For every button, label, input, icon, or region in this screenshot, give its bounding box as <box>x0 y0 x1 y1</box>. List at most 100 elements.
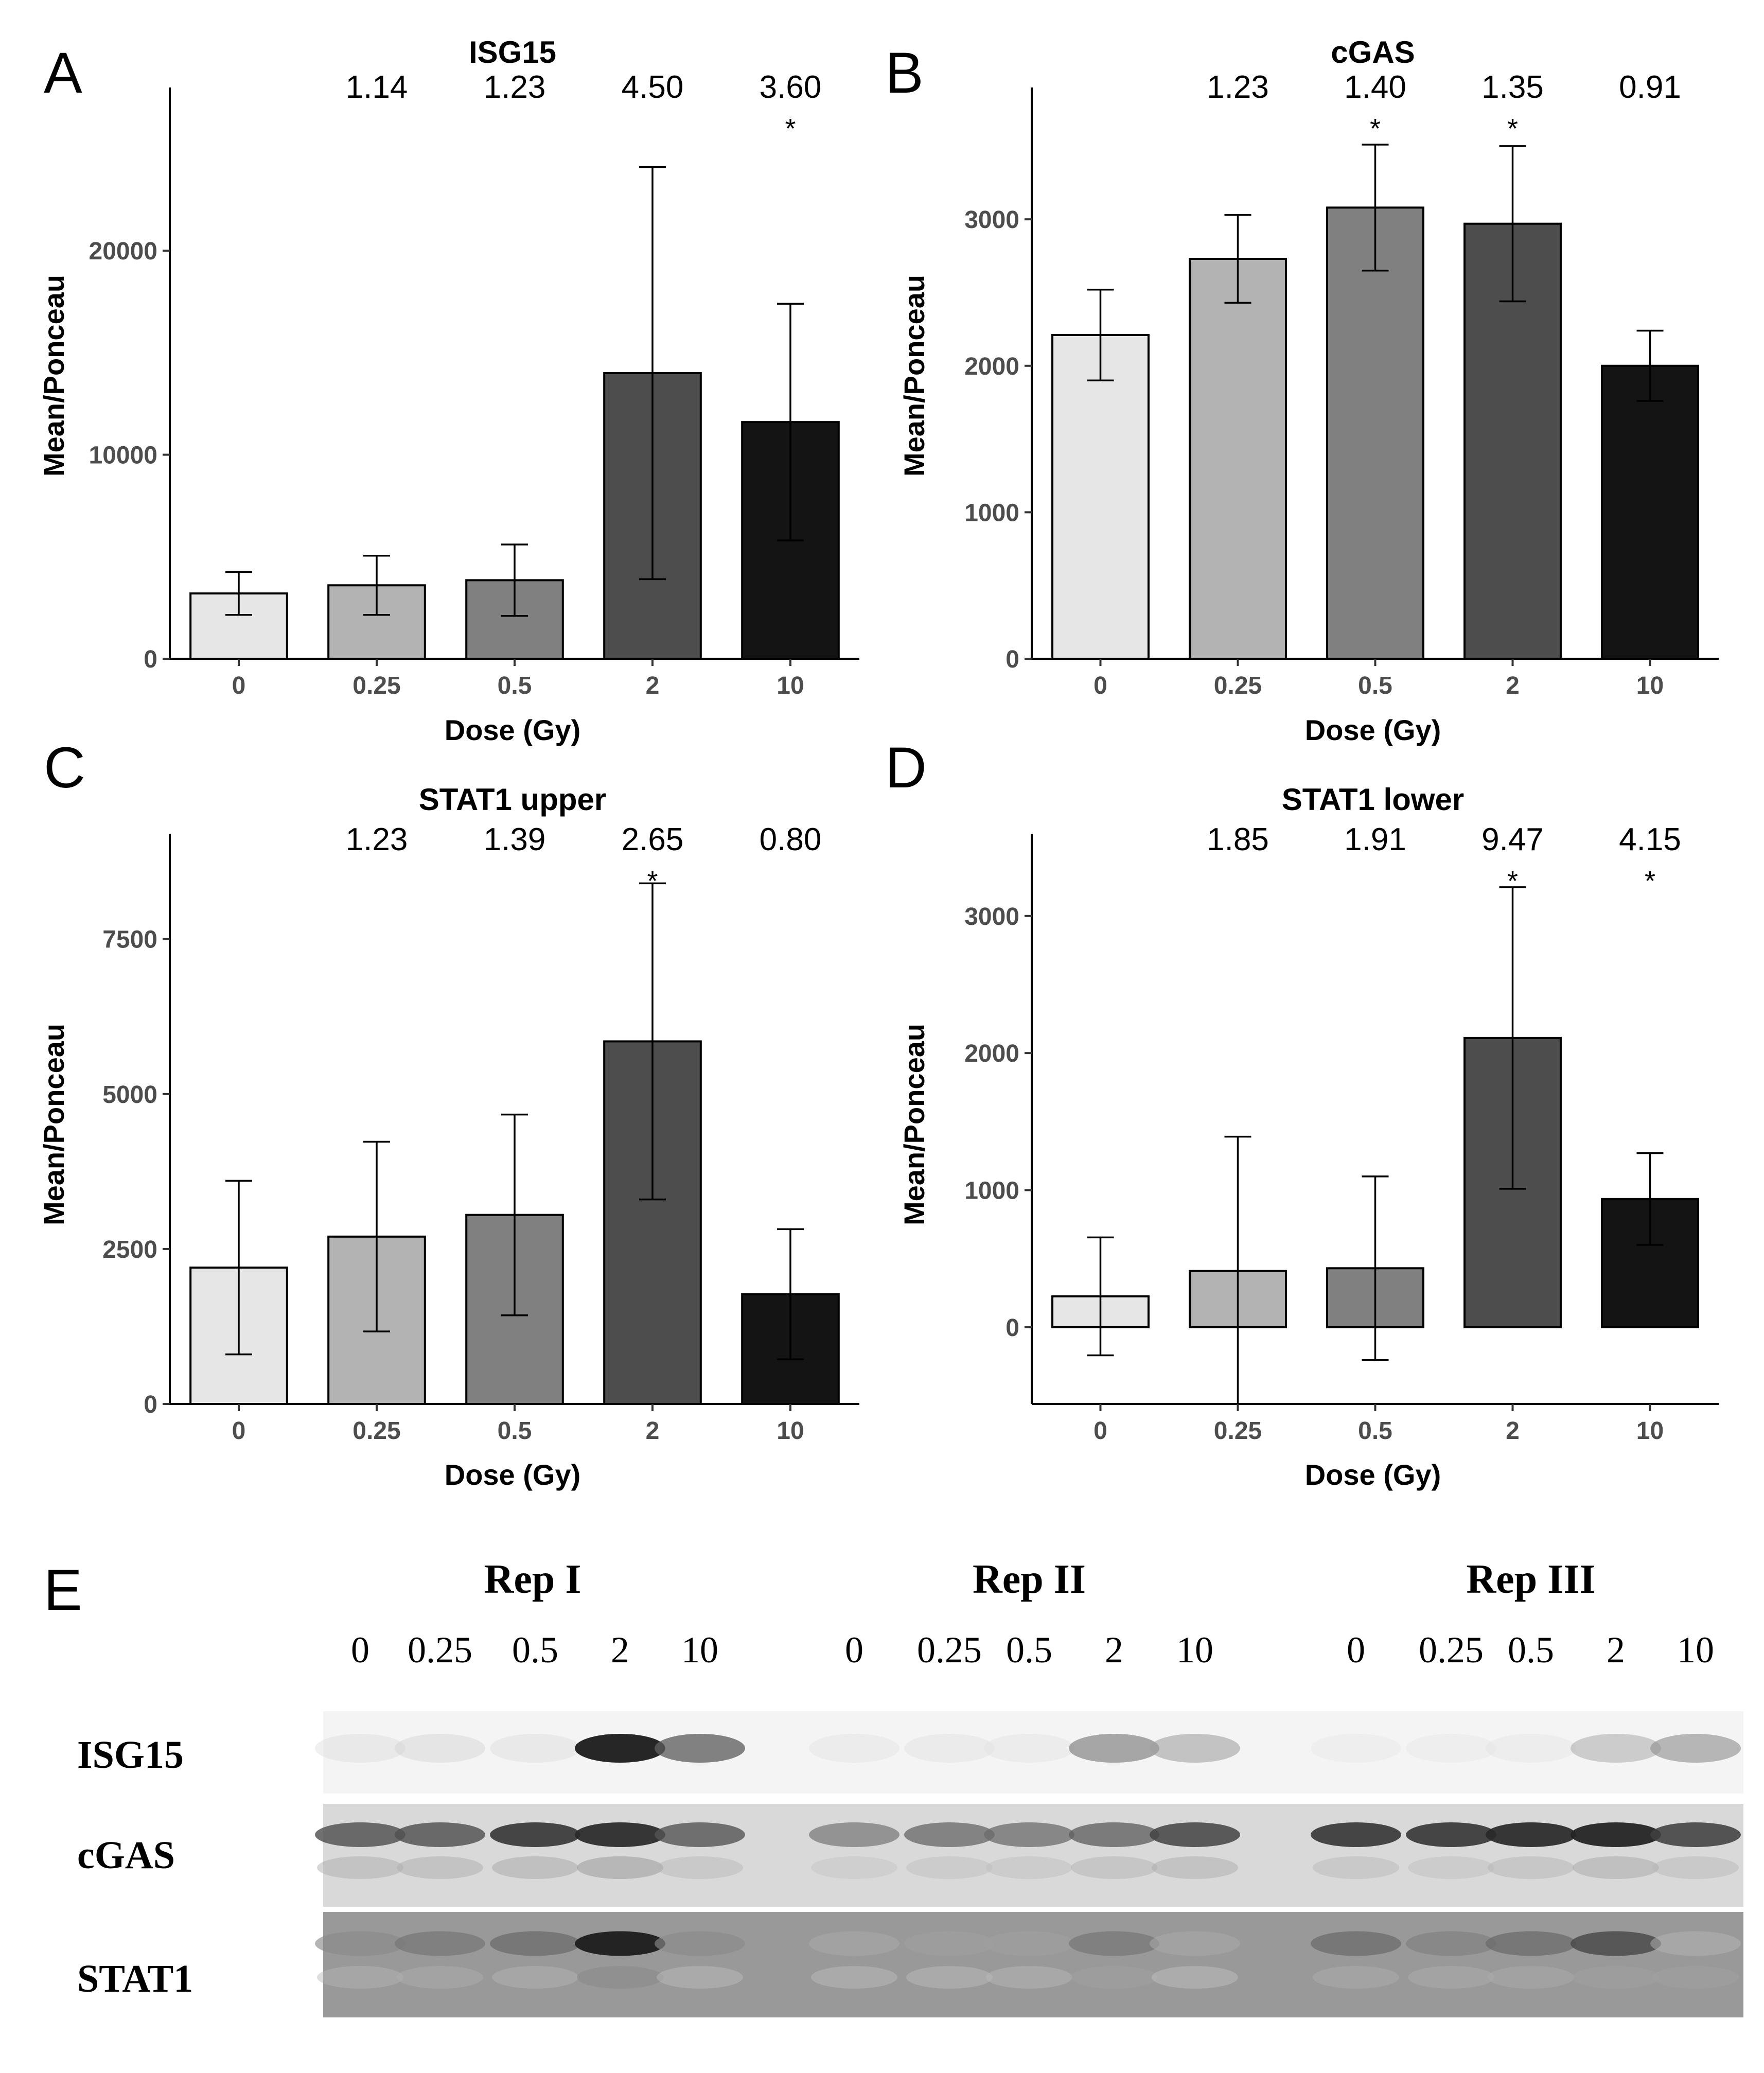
blot-membrane <box>323 1711 1743 1794</box>
lane-label: 0 <box>845 1629 863 1671</box>
panel-letter-b: B <box>885 41 924 105</box>
blot-band-lower <box>1652 1966 1739 1989</box>
y-tick-label: 3000 <box>964 903 1019 930</box>
blot-band-lower <box>906 1966 993 1989</box>
blot-band <box>1486 1734 1576 1763</box>
significance-marker: * <box>785 113 796 144</box>
lane-label: 0.25 <box>917 1629 982 1671</box>
blot-band-lower <box>577 1966 663 1989</box>
y-tick-label: 2500 <box>102 1236 157 1263</box>
lane-label: 0.25 <box>408 1629 472 1671</box>
replicate-label: Rep I <box>484 1557 581 1602</box>
x-tick-label: 0.5 <box>1358 1417 1392 1445</box>
blot-band <box>1311 1931 1401 1956</box>
significance-marker: * <box>1507 866 1518 897</box>
fold-change-label: 1.91 <box>1344 822 1406 857</box>
significance-marker: * <box>1645 866 1655 897</box>
chart-panel-c: STAT1 upper Dose (Gy) Mean/Ponceau 02500… <box>38 782 859 1491</box>
blot-band <box>809 1822 899 1847</box>
blot-band <box>1150 1734 1240 1763</box>
blot-band-lower <box>577 1856 663 1879</box>
blot-band <box>1150 1931 1240 1956</box>
y-axis-label: Mean/Ponceau <box>38 275 70 477</box>
panel-letter-d: D <box>885 735 927 800</box>
blot-band-lower <box>317 1856 403 1879</box>
x-tick-label: 0.25 <box>1214 1417 1262 1445</box>
significance-marker: * <box>1507 113 1518 144</box>
lane-label: 0.25 <box>1419 1629 1484 1671</box>
fold-change-label: 1.39 <box>484 822 546 857</box>
blot-band <box>1571 1734 1661 1763</box>
blot-band <box>655 1822 745 1847</box>
blot-band <box>1571 1822 1661 1847</box>
x-tick-label: 0 <box>232 672 246 699</box>
chart-title: STAT1 upper <box>419 782 606 817</box>
x-tick-label: 0.5 <box>498 1417 532 1445</box>
blot-band <box>1406 1931 1496 1956</box>
y-tick-label: 20000 <box>89 238 157 265</box>
y-axis-label: Mean/Ponceau <box>38 1024 70 1225</box>
fold-change-label: 2.65 <box>622 822 684 857</box>
x-tick-label: 10 <box>777 672 804 699</box>
blot-band-lower <box>1071 1856 1157 1879</box>
blot-band <box>1069 1931 1159 1956</box>
blot-band <box>490 1734 580 1763</box>
fold-change-label: 1.23 <box>1207 69 1269 105</box>
lane-label: 0 <box>1347 1629 1365 1671</box>
replicate-label: Rep II <box>973 1557 1086 1602</box>
blot-band-lower <box>317 1966 403 1989</box>
fold-change-label: 1.23 <box>346 822 408 857</box>
blot-band-lower <box>811 1856 897 1879</box>
fold-change-label: 0.80 <box>760 822 822 857</box>
blot-band-lower <box>397 1856 483 1879</box>
fold-change-label: 1.14 <box>346 69 408 105</box>
blot-band-lower <box>811 1966 897 1989</box>
x-axis-label: Dose (Gy) <box>445 714 581 746</box>
y-axis-label: Mean/Ponceau <box>898 275 930 477</box>
chart-panel-d: STAT1 lower Dose (Gy) Mean/Ponceau 01000… <box>898 782 1719 1491</box>
y-tick-label: 0 <box>1006 1314 1019 1342</box>
x-tick-label: 10 <box>1636 672 1664 699</box>
blot-band <box>395 1931 485 1956</box>
blot-band <box>1650 1734 1741 1763</box>
x-tick-label: 2 <box>646 672 660 699</box>
blot-band-lower <box>397 1966 483 1989</box>
fold-change-label: 1.40 <box>1344 69 1406 105</box>
blot-band <box>904 1822 995 1847</box>
blot-band-lower <box>1313 1966 1399 1989</box>
blot-band <box>395 1822 485 1847</box>
lane-label: 2 <box>1105 1629 1123 1671</box>
blot-band <box>315 1734 405 1763</box>
x-tick-label: 0.5 <box>1358 672 1392 699</box>
blot-row-label: cGAS <box>77 1834 175 1877</box>
blot-band <box>575 1822 665 1847</box>
blot-band <box>904 1734 995 1763</box>
lane-label: 10 <box>1176 1629 1213 1671</box>
blot-band <box>315 1822 405 1847</box>
replicate-label: Rep III <box>1466 1557 1595 1602</box>
blot-band-lower <box>492 1966 578 1989</box>
blot-band <box>490 1931 580 1956</box>
fold-change-label: 1.85 <box>1207 822 1269 857</box>
fold-change-label: 3.60 <box>760 69 822 105</box>
x-tick-label: 0.25 <box>352 1417 400 1445</box>
x-tick-label: 2 <box>1506 1417 1520 1445</box>
blot-band <box>1406 1822 1496 1847</box>
fold-change-label: 0.91 <box>1619 69 1681 105</box>
y-tick-label: 10000 <box>89 442 157 469</box>
blot-band-lower <box>1652 1856 1739 1879</box>
blot-band <box>809 1931 899 1956</box>
blot-band <box>1571 1931 1661 1956</box>
bar <box>1051 334 1150 660</box>
x-axis-label: Dose (Gy) <box>1305 714 1441 746</box>
blot-band-lower <box>657 1856 743 1879</box>
blot-band <box>655 1931 745 1956</box>
blot-band-lower <box>1152 1966 1238 1989</box>
blot-band <box>655 1734 745 1763</box>
western-blot: Rep I 0 0.25 0.5 2 10 Rep II 0 0.25 0.5 2 10 Rep III… <box>77 1557 1743 2017</box>
blot-band <box>984 1822 1074 1847</box>
blot-band-lower <box>1488 1966 1574 1989</box>
y-tick-label: 0 <box>144 1391 157 1418</box>
y-axis-label: Mean/Ponceau <box>898 1024 930 1225</box>
blot-band-lower <box>1152 1856 1238 1879</box>
